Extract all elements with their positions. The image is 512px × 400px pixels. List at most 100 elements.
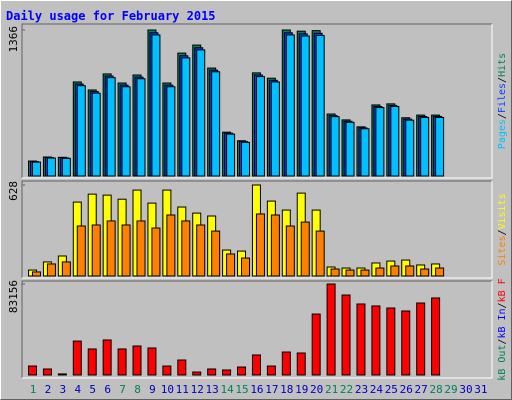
panel-dark bbox=[21, 23, 492, 178]
bar bbox=[420, 116, 430, 177]
bar bbox=[121, 224, 131, 277]
bar bbox=[136, 220, 146, 277]
bar bbox=[28, 365, 37, 376]
bar bbox=[345, 121, 355, 177]
x-tick-label: 18 bbox=[280, 383, 293, 396]
legend-entry: Sites bbox=[497, 236, 508, 266]
bar bbox=[192, 371, 202, 376]
bar bbox=[181, 57, 191, 177]
bar bbox=[196, 224, 206, 277]
x-tick-label: 10 bbox=[161, 383, 174, 396]
bar bbox=[375, 107, 385, 177]
bar bbox=[405, 265, 415, 277]
bar bbox=[375, 267, 385, 277]
x-tick-label: 19 bbox=[295, 383, 308, 396]
bar bbox=[121, 86, 131, 177]
bar bbox=[266, 365, 276, 376]
y-tick-label: 628 bbox=[7, 181, 20, 201]
bar bbox=[296, 352, 306, 376]
bar bbox=[42, 368, 52, 376]
bar bbox=[237, 366, 247, 376]
bar bbox=[281, 351, 291, 376]
bar bbox=[315, 230, 325, 277]
bar bbox=[222, 369, 232, 376]
bar bbox=[87, 348, 97, 376]
x-tick-label: 8 bbox=[134, 383, 141, 396]
legend-entry: kB Out bbox=[497, 345, 508, 381]
x-tick-label: 22 bbox=[340, 383, 353, 396]
panel-light bbox=[22, 281, 493, 379]
bar bbox=[117, 348, 127, 376]
legend-entry: Pages bbox=[497, 119, 508, 149]
bar bbox=[300, 221, 310, 277]
x-tick-label: 31 bbox=[474, 383, 487, 396]
x-tick-label: 12 bbox=[191, 383, 204, 396]
legend-entry: kB In bbox=[497, 308, 508, 338]
x-tick-label: 26 bbox=[400, 383, 413, 396]
bar bbox=[311, 313, 321, 376]
x-tick-label: 27 bbox=[415, 383, 428, 396]
y-tick-label: 1366 bbox=[7, 26, 20, 53]
bar bbox=[241, 141, 251, 177]
bar bbox=[91, 224, 101, 277]
bar bbox=[390, 265, 400, 277]
legend-separator: / bbox=[497, 113, 508, 119]
bar bbox=[435, 267, 445, 277]
bar bbox=[330, 268, 340, 277]
x-tick-label: 20 bbox=[310, 383, 323, 396]
legend-entry: kB F bbox=[497, 278, 508, 302]
bar bbox=[360, 269, 370, 277]
bar bbox=[330, 116, 340, 177]
legend-separator: / bbox=[497, 229, 508, 235]
chart-title: Daily usage for February 2015 bbox=[6, 9, 216, 23]
bar bbox=[46, 263, 56, 277]
x-tick-label: 15 bbox=[235, 383, 248, 396]
bar bbox=[106, 77, 116, 177]
legend-separator: / bbox=[497, 77, 508, 83]
panel-dark bbox=[21, 180, 492, 278]
panel-light bbox=[22, 181, 493, 279]
bar bbox=[72, 340, 82, 376]
bar bbox=[435, 116, 445, 177]
bar bbox=[132, 345, 142, 376]
x-tick-label: 13 bbox=[206, 383, 219, 396]
bar bbox=[255, 213, 265, 277]
bar bbox=[166, 86, 176, 177]
x-tick-label: 3 bbox=[60, 383, 67, 396]
bar bbox=[390, 106, 400, 177]
bar bbox=[405, 119, 415, 177]
bar bbox=[102, 339, 112, 376]
bar bbox=[46, 157, 56, 177]
legend-separator: / bbox=[497, 339, 508, 345]
x-tick-label: 29 bbox=[444, 383, 457, 396]
bar bbox=[386, 307, 396, 376]
panel-light bbox=[22, 24, 493, 179]
bar bbox=[136, 78, 146, 177]
bar bbox=[300, 35, 310, 177]
bar bbox=[106, 220, 116, 277]
bar bbox=[61, 261, 71, 277]
bar bbox=[151, 34, 161, 177]
legend: Pages/Files/Hits bbox=[497, 53, 508, 149]
bar bbox=[356, 303, 366, 376]
x-tick-label: 7 bbox=[119, 383, 126, 396]
bar bbox=[285, 34, 295, 177]
bar bbox=[360, 128, 370, 177]
bar bbox=[270, 214, 280, 277]
x-tick-label: 9 bbox=[149, 383, 156, 396]
bar bbox=[420, 268, 430, 277]
x-tick-label: 6 bbox=[104, 383, 111, 396]
legend-entry: Hits bbox=[497, 53, 508, 77]
x-tick-label: 23 bbox=[355, 383, 368, 396]
x-tick-label: 1 bbox=[30, 383, 37, 396]
bar bbox=[345, 269, 355, 277]
bar bbox=[315, 34, 325, 177]
bar bbox=[255, 76, 265, 177]
bar bbox=[241, 257, 251, 277]
bar bbox=[181, 220, 191, 277]
panel-dark bbox=[21, 280, 492, 378]
bar bbox=[76, 85, 86, 177]
x-tick-label: 4 bbox=[74, 383, 81, 396]
